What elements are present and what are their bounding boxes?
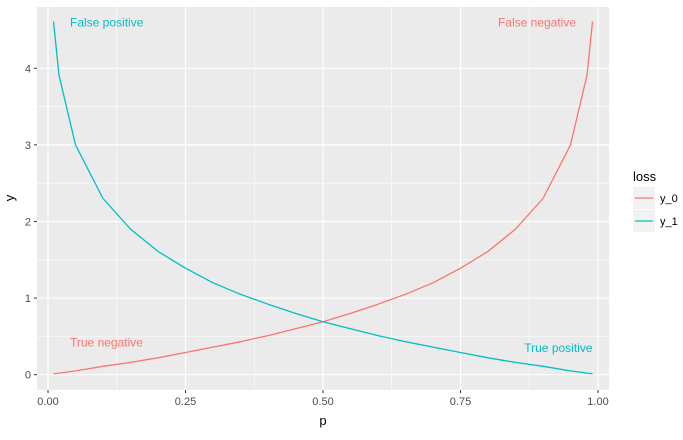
x-axis: 0.00 0.25 0.50 0.75 1.00 <box>37 390 609 408</box>
annotation-true-negative: True negative <box>70 336 143 350</box>
y-tick-label: 0 <box>25 370 31 382</box>
y-axis: 0 1 2 3 4 <box>25 63 37 382</box>
legend-title: loss <box>633 169 657 184</box>
annotation-layer: False positive False negative True negativ… <box>70 15 593 355</box>
legend-label-y-0: y_0 <box>660 193 678 205</box>
annotation-false-positive: False positive <box>70 15 144 29</box>
legend: loss y_0 y_1 <box>633 169 678 232</box>
y-tick-label: 1 <box>25 293 31 305</box>
annotation-true-positive: True positive <box>524 341 593 355</box>
y-axis-title: y <box>2 194 17 201</box>
series-line-y-1 <box>52 21 593 375</box>
x-tick-label: 0.25 <box>175 396 196 408</box>
annotation-false-negative: False negative <box>498 15 576 29</box>
x-tick-label: 0.00 <box>37 396 58 408</box>
y-tick-label: 2 <box>25 216 31 228</box>
y-tick-label: 3 <box>25 140 31 152</box>
legend-label-y-1: y_1 <box>660 216 678 228</box>
x-axis-title: p <box>319 413 326 428</box>
series-layer <box>52 21 594 375</box>
x-tick-label: 0.50 <box>312 396 333 408</box>
y-tick-label: 4 <box>25 63 31 75</box>
grid <box>37 7 609 390</box>
x-tick-label: 0.75 <box>450 396 471 408</box>
x-tick-label: 1.00 <box>587 396 608 408</box>
